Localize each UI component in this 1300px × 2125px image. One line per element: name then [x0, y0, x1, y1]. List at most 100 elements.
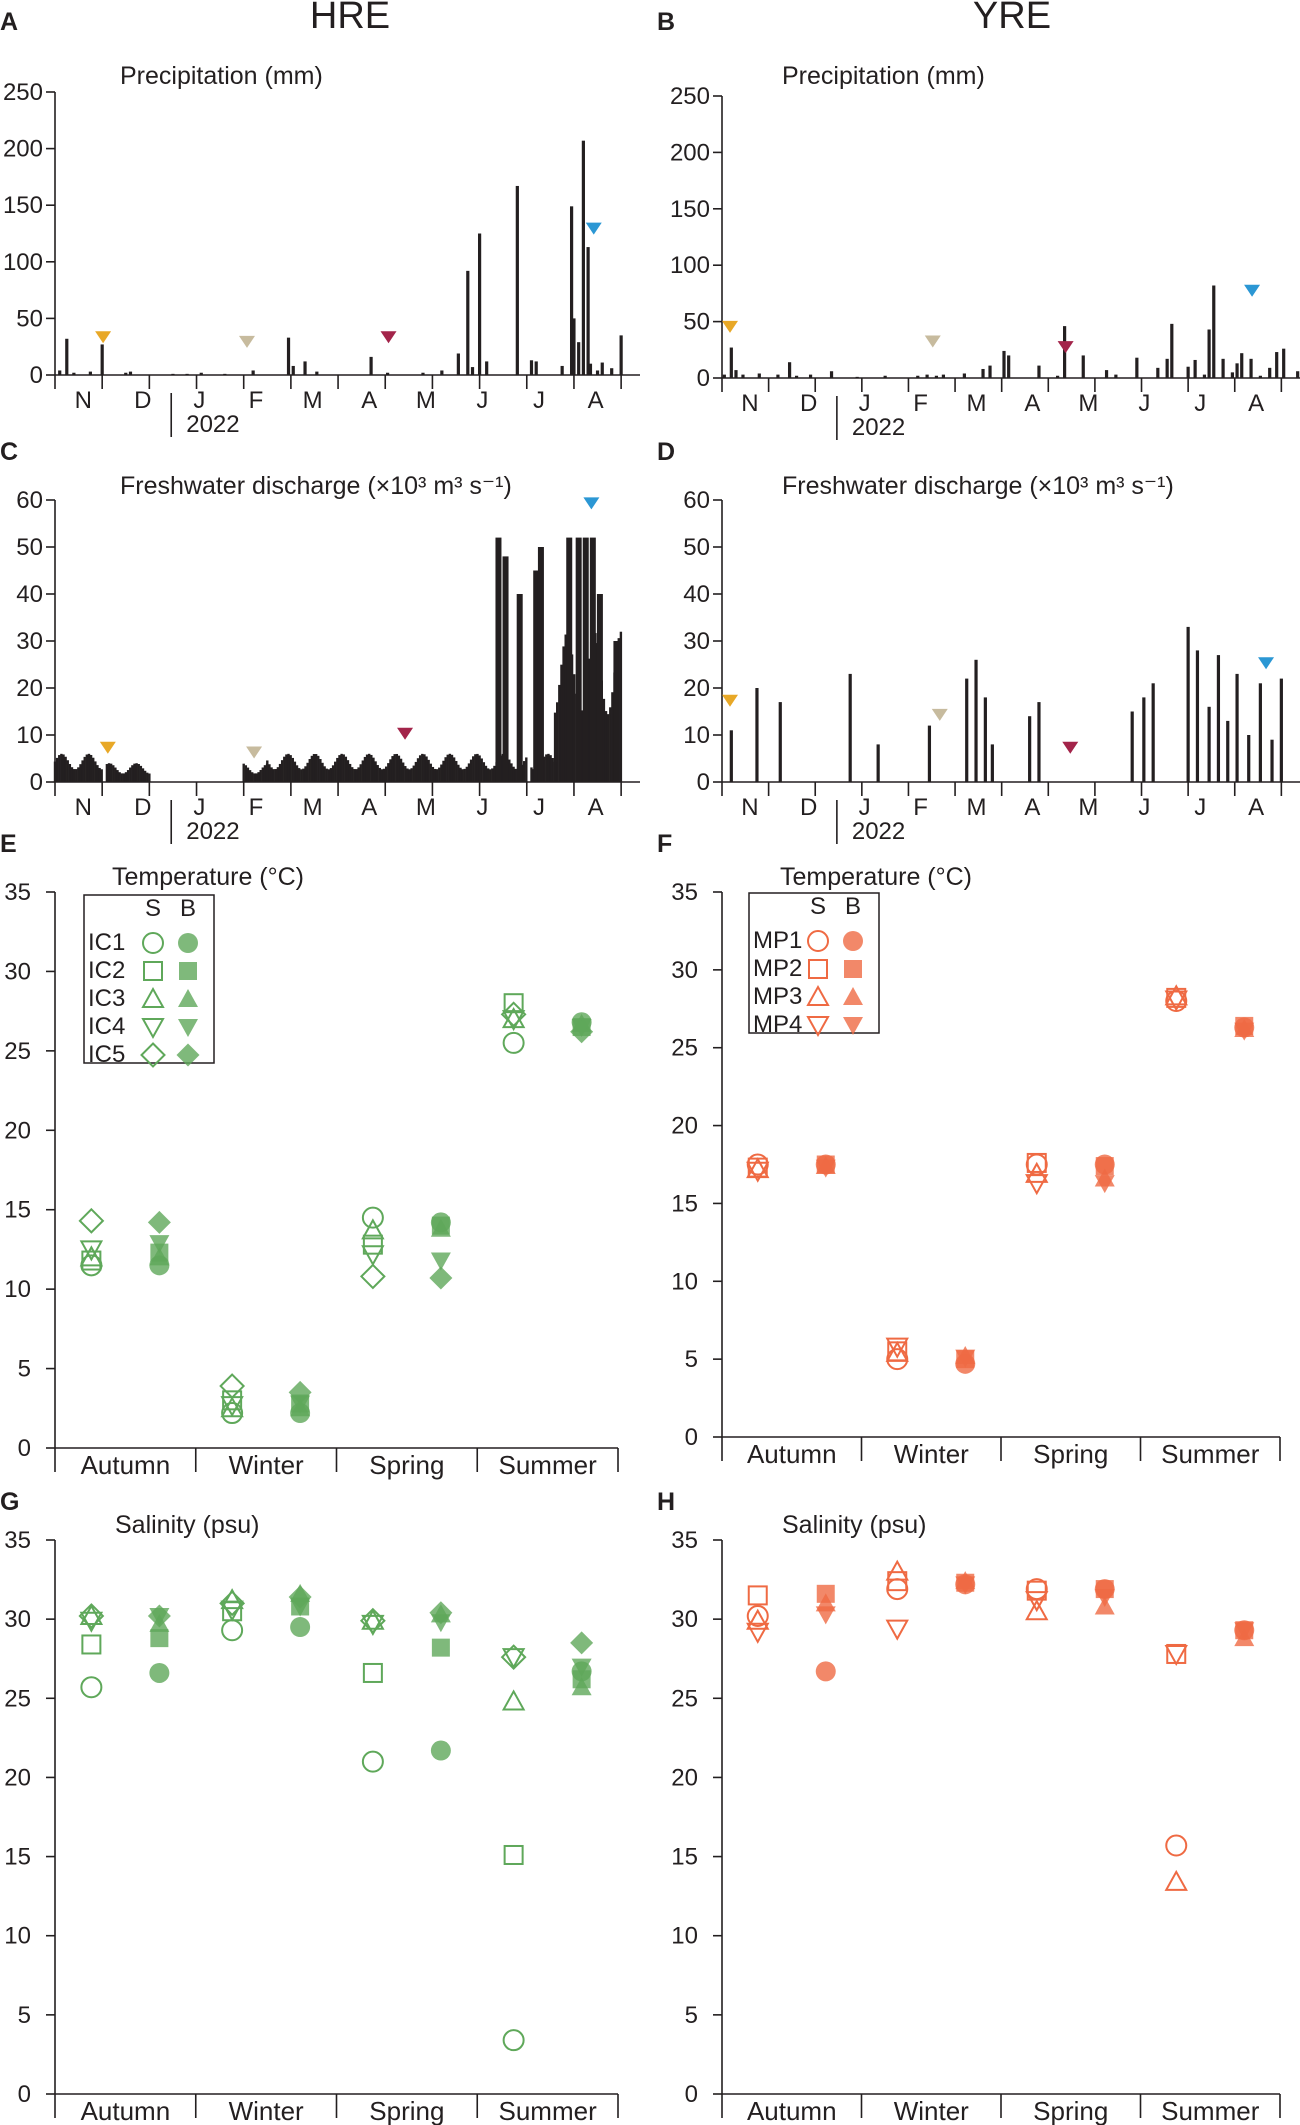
month-label: N [75, 794, 92, 821]
data-bar [588, 363, 593, 375]
sampling-marker-autumn [722, 694, 738, 707]
marker-diamond [359, 1263, 386, 1290]
marker-diamond [429, 1266, 453, 1290]
month-label: D [800, 390, 817, 417]
month-label: A [1024, 390, 1040, 417]
y-tick-label: 150 [3, 192, 43, 219]
discharge-bar [135, 763, 138, 782]
discharge-peak-bar [582, 537, 589, 782]
discharge-peak-bar [596, 594, 603, 782]
discharge-bar [372, 757, 375, 782]
discharge-bar [562, 646, 565, 782]
discharge-bar [314, 754, 318, 782]
data-bar [619, 335, 623, 375]
data-bar [185, 373, 189, 375]
panel-e: 0 5 10 15 20 25 30 35 Autumn Winter Spring Summer S B… [4, 879, 619, 1480]
discharge-bar [263, 765, 267, 782]
discharge-bar [355, 769, 358, 782]
marker-square [1166, 987, 1187, 1008]
discharge-bar [556, 702, 559, 782]
discharge-bar [384, 766, 388, 782]
discharge-bar [317, 755, 320, 782]
data-bar [515, 185, 519, 375]
discharge-bar [253, 773, 256, 782]
panel-a: 0 50 100 150 200 250 N D J F M A M J J A 2022 [3, 79, 640, 438]
y-tick-label: 0 [18, 2081, 31, 2108]
discharge-bar [304, 766, 307, 782]
discharge-bar [378, 767, 382, 782]
data-bar [1212, 285, 1216, 378]
sampling-marker-spring [397, 727, 414, 740]
discharge-bar [410, 768, 413, 782]
sampling-marker-summer [583, 497, 600, 510]
discharge-bar [564, 634, 567, 782]
y-tick-label: 60 [683, 487, 710, 514]
panel-g: 0 5 10 15 20 25 30 35 Autumn Winter Spring Summer [4, 1527, 619, 2125]
month-label: F [913, 390, 928, 417]
discharge-bar [66, 760, 69, 782]
discharge-bar [416, 758, 420, 782]
discharge-bar [109, 763, 113, 782]
discharge-bar [53, 761, 57, 782]
legend-label: MP2 [753, 955, 802, 982]
data-bar [729, 730, 733, 782]
y-tick-label: 0 [18, 1435, 31, 1462]
discharge-bar [406, 768, 409, 782]
discharge-bar [139, 765, 143, 782]
discharge-bar [85, 754, 89, 782]
discharge-bar [619, 631, 623, 782]
discharge-bar [297, 768, 301, 782]
data-bar [925, 374, 929, 378]
marker-square [362, 1662, 383, 1683]
discharge-bar [131, 765, 134, 782]
discharge-bar [423, 754, 426, 782]
discharge-bar [68, 764, 72, 782]
discharge-bar [365, 754, 369, 782]
month-label: A [361, 387, 377, 414]
discharge-bar [246, 767, 250, 782]
season-label: Summer [499, 2096, 598, 2125]
discharge-bar [397, 755, 401, 782]
data-bar [776, 374, 780, 378]
marker-triangle-down [746, 1161, 770, 1183]
y-tick-label: 30 [671, 1606, 698, 1633]
month-label: J [193, 794, 205, 821]
discharge-bar [244, 765, 248, 782]
data-bar [974, 659, 978, 782]
y-tick-label: 0 [30, 362, 43, 389]
marker-triangle-down [361, 1245, 385, 1267]
discharge-bar [270, 767, 273, 782]
y-tick-label: 10 [671, 1268, 698, 1295]
sampling-marker-winter [924, 335, 941, 348]
marker-triangle-up [885, 1559, 909, 1581]
chart-title-d: Freshwater discharge (×10³ m³ s⁻¹) [782, 472, 1174, 500]
legend-label: IC5 [88, 1041, 125, 1068]
discharge-bar [251, 772, 254, 782]
discharge-bar [547, 753, 550, 782]
discharge-bar [146, 772, 149, 782]
discharge-bar [418, 755, 422, 782]
data-bar [1247, 735, 1251, 782]
data-bar [610, 368, 614, 375]
discharge-bar [359, 764, 362, 782]
marker-triangle-down [149, 1235, 170, 1254]
sampling-marker-spring [1062, 741, 1079, 754]
month-label: N [741, 390, 758, 417]
y-tick-label: 100 [670, 252, 710, 279]
season-label: Autumn [81, 1450, 171, 1480]
marker-diamond [78, 1603, 105, 1629]
discharge-bar [376, 765, 379, 782]
data-bar [808, 374, 813, 378]
data-bar [100, 344, 104, 375]
data-bar [848, 673, 852, 782]
data-bar [466, 270, 470, 375]
marker-triangle-down [430, 1252, 451, 1271]
discharge-bar [312, 754, 316, 782]
chart-title-a: Precipitation (mm) [120, 62, 323, 90]
chart-title-h: Salinity (psu) [782, 1511, 927, 1539]
discharge-bar [107, 763, 111, 782]
marker-diamond [429, 1601, 453, 1625]
data-bar [440, 370, 444, 375]
